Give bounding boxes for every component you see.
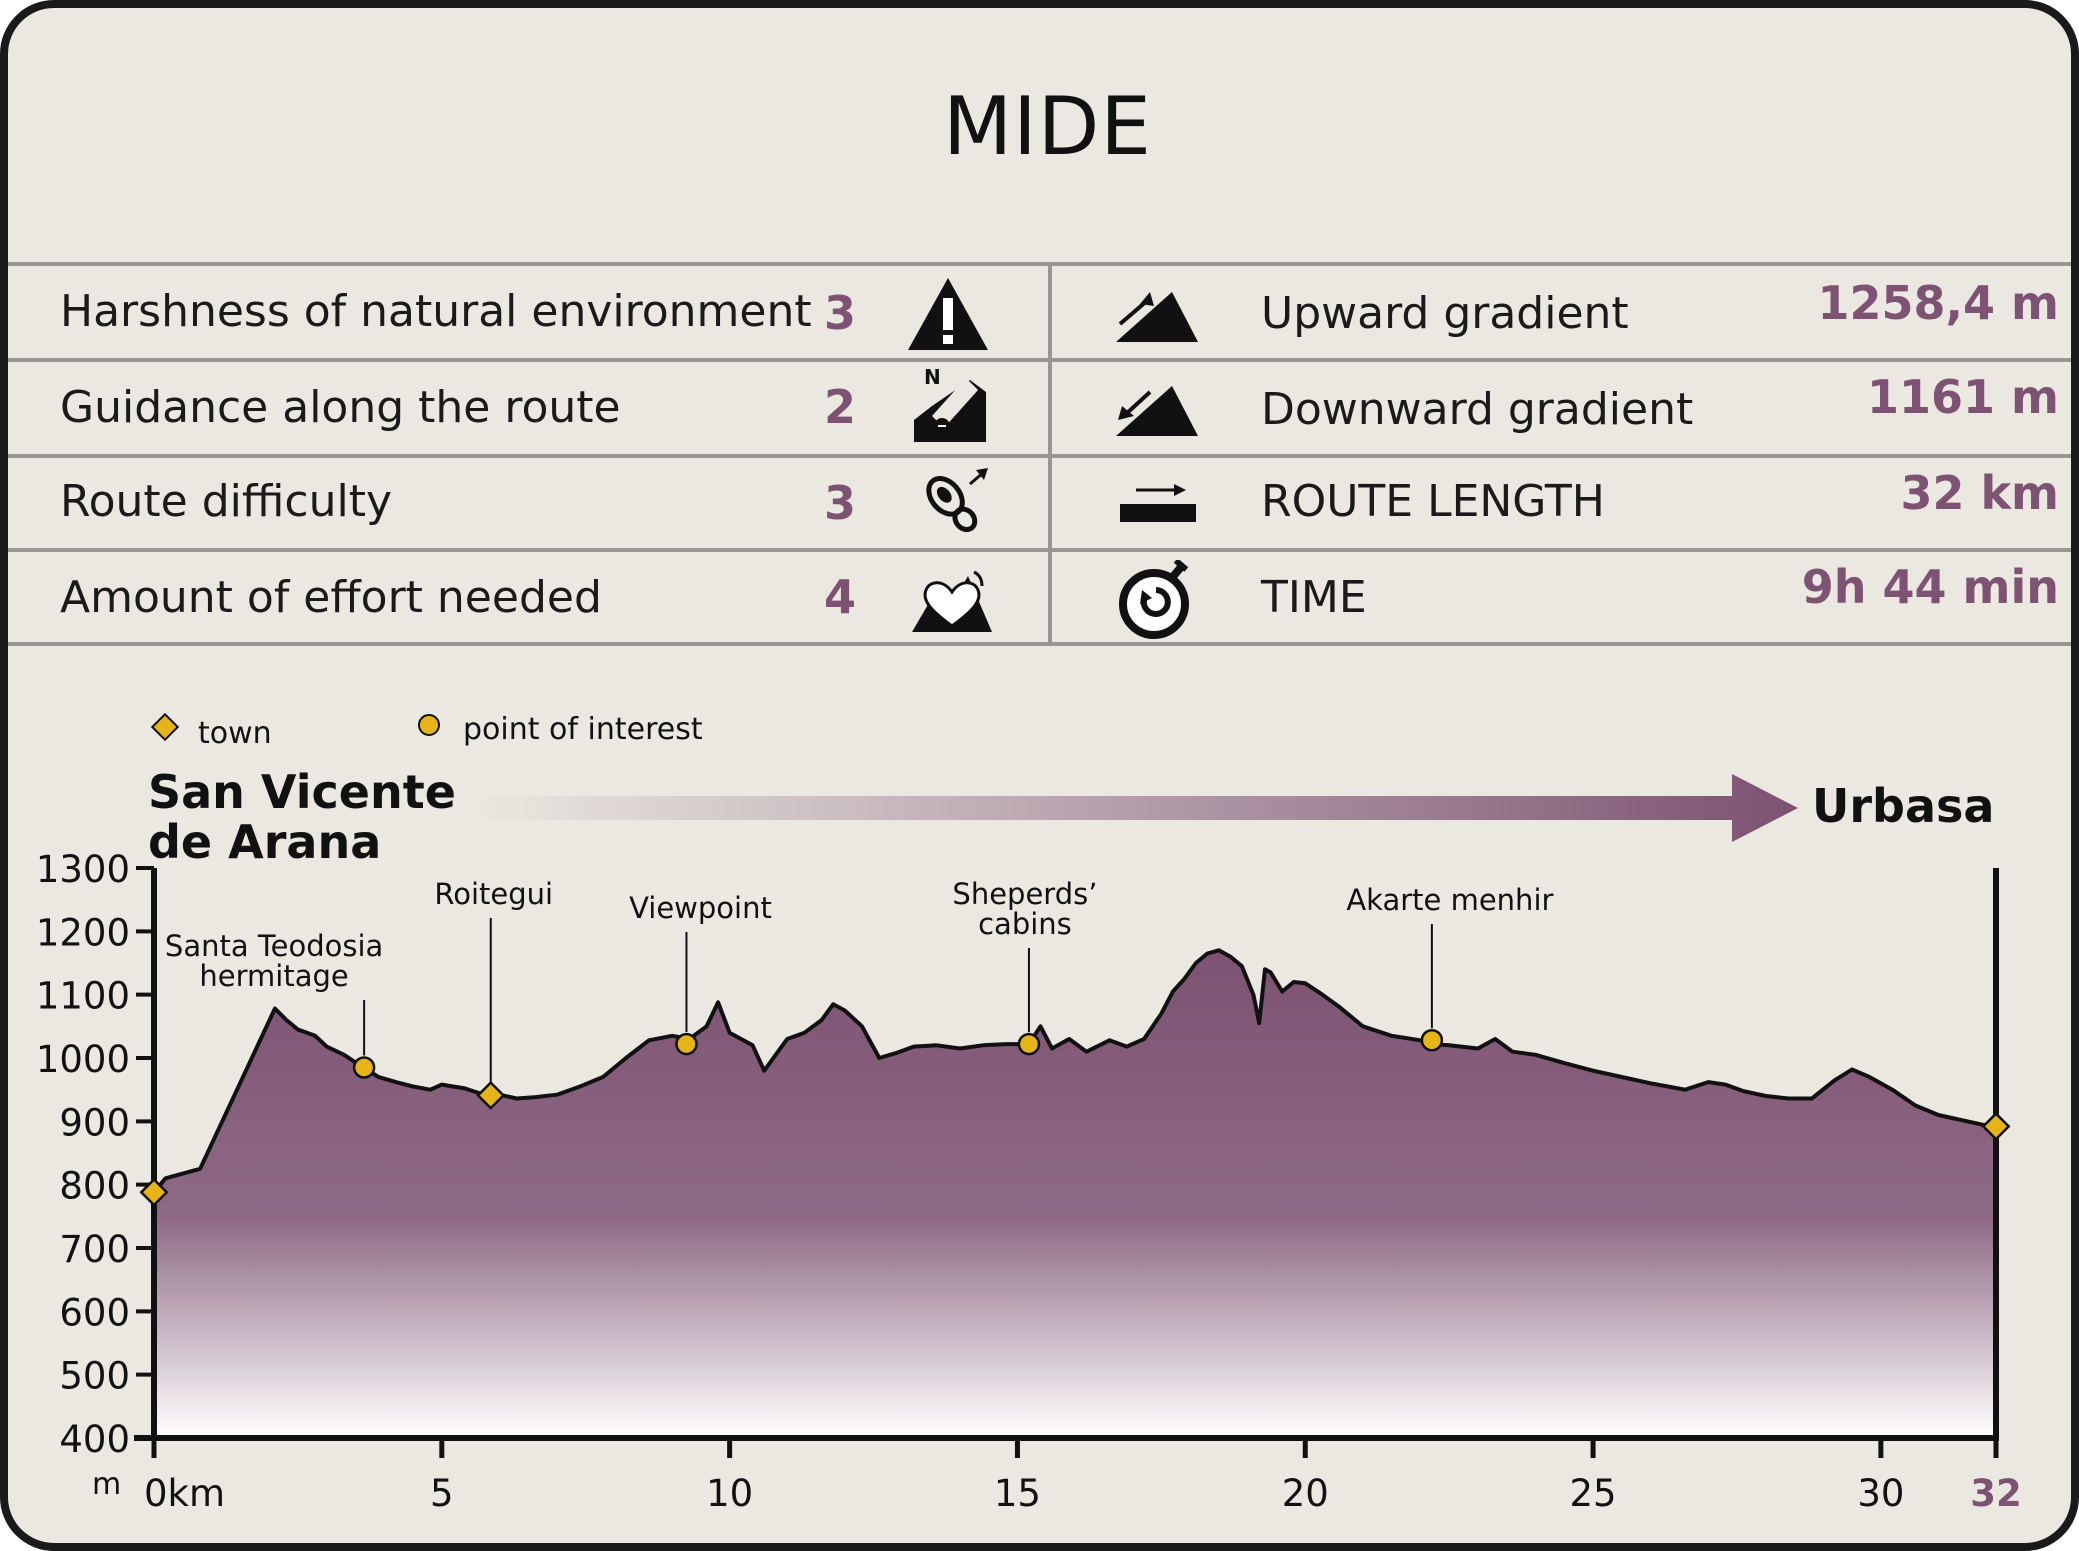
annotation-label: Akarte menhir [1346, 883, 1553, 917]
footprint-icon [926, 468, 988, 533]
legend-town-marker [150, 712, 180, 742]
annotation-label: Sheperds’ [952, 877, 1097, 911]
descent-slope-icon [1116, 386, 1198, 436]
distance-arrow-icon [1120, 484, 1196, 522]
poi-marker [1420, 1029, 1444, 1052]
x-tick-label: 5 [430, 1472, 454, 1515]
y-tick-label: 400 [59, 1418, 130, 1461]
x-tick-label: 20 [1282, 1472, 1329, 1515]
route-start-name: de Arana [148, 815, 381, 869]
stat-value: 9h 44 min [1801, 560, 2059, 614]
y-tick-label: 500 [59, 1355, 130, 1398]
mide-row-label: Amount of effort needed [60, 572, 602, 623]
legend-poi-marker [418, 714, 440, 736]
table-divider [8, 548, 2071, 552]
y-tick-label: 1300 [36, 848, 130, 891]
y-tick-label: 900 [59, 1101, 130, 1144]
warning-triangle-icon [908, 278, 988, 350]
stat-value: 1258,4 m [1817, 276, 2059, 330]
compass-north-icon: N [914, 365, 986, 442]
town-marker [1981, 1111, 2011, 1141]
poi-marker [352, 1056, 376, 1079]
stat-label: Downward gradient [1261, 384, 1694, 435]
mide-row-score: 4 [823, 570, 856, 624]
legend-town-label: town [198, 716, 272, 751]
svg-text:N: N [924, 365, 941, 389]
elevation-profile-chart: town point of interest San Vicente de Ar… [36, 712, 2022, 1515]
stopwatch-icon [1119, 560, 1189, 639]
y-tick-label: 1200 [36, 911, 130, 954]
y-tick-label: 700 [59, 1228, 130, 1271]
table-column-divider [1048, 264, 1052, 646]
route-direction-arrow [468, 774, 1798, 842]
elevation-area [154, 950, 1996, 1438]
mide-table: Harshness of natural environment 3 Guida… [8, 256, 2071, 646]
table-divider [8, 358, 2071, 362]
poi-marker [1017, 1032, 1041, 1056]
x-tick-label: 30 [1857, 1472, 1904, 1515]
table-divider [8, 642, 2071, 646]
mide-row-label: Guidance along the route [60, 382, 621, 433]
town-marker [476, 1080, 506, 1110]
annotation-label: Viewpoint [629, 891, 772, 925]
mide-row-score: 3 [823, 286, 856, 340]
y-tick-label: 1100 [36, 975, 130, 1018]
mide-row-label: Route difficulty [60, 476, 392, 527]
mide-row-score: 2 [823, 380, 856, 434]
stat-label: ROUTE LENGTH [1261, 476, 1605, 527]
table-divider [8, 454, 2071, 458]
y-tick-label: 600 [59, 1291, 130, 1334]
chart-legend: town point of interest [150, 712, 703, 751]
x-tick-label: 25 [1570, 1472, 1617, 1515]
stat-value: 32 km [1900, 466, 2059, 520]
heart-mountain-icon [912, 570, 992, 632]
stat-label: Upward gradient [1261, 288, 1629, 339]
ascent-slope-icon [1116, 292, 1198, 342]
mide-row-score: 3 [823, 476, 856, 530]
mide-row-label: Harshness of natural environment [60, 286, 812, 337]
x-tick-label: 15 [994, 1472, 1041, 1515]
annotation-label: Santa Teodosia [165, 929, 383, 963]
annotation-label: cabins [978, 907, 1072, 941]
stat-label: TIME [1261, 572, 1367, 623]
poi-marker [675, 1032, 698, 1056]
stat-value: 1161 m [1867, 370, 2059, 424]
x-tick-label: 10 [706, 1472, 753, 1515]
x-tick-label: 32 [1970, 1472, 2022, 1515]
x-tick-label: 0km [144, 1472, 225, 1515]
annotation-label: Roitegui [434, 877, 553, 911]
page-title: MIDE [943, 80, 1152, 173]
route-start-name: San Vicente [148, 765, 456, 819]
y-axis-label: m [92, 1467, 121, 1502]
table-divider [8, 262, 2071, 266]
y-tick-label: 800 [59, 1165, 130, 1208]
chart-plot: 1300 1200 1100 1000 900 800 700 600 500 400 m 0km 5 1… [36, 848, 2022, 1515]
annotation-label: hermitage [199, 959, 348, 993]
route-end-name: Urbasa [1812, 779, 1994, 833]
legend-poi-label: point of interest [463, 712, 703, 747]
town-marker [139, 1177, 169, 1207]
y-tick-label: 1000 [36, 1038, 130, 1081]
